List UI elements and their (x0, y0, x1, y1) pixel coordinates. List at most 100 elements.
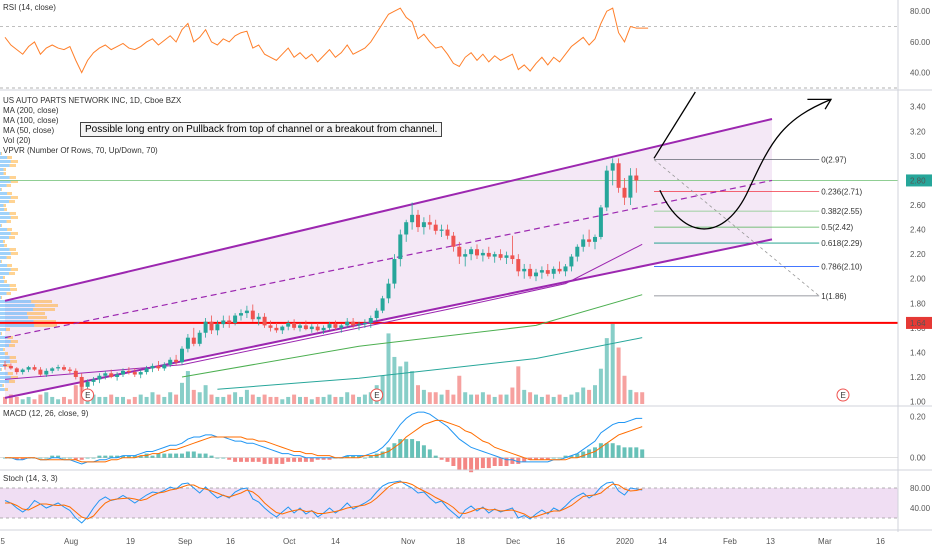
vpvr-bar-down (9, 236, 15, 239)
volume-bar (150, 392, 155, 404)
macd-histogram-bar (20, 457, 25, 460)
macd-histogram-bar (203, 453, 208, 458)
candle-body (298, 325, 302, 328)
volume-bar (20, 399, 25, 404)
vpvr-bar-up (0, 388, 5, 391)
vpvr-bar-up (0, 260, 2, 263)
vpvr-bar-up (0, 200, 9, 203)
volume-bar (333, 396, 338, 404)
volume-bar (404, 361, 409, 404)
vpvr-bar-up (0, 268, 11, 271)
candle-body (551, 268, 556, 274)
volume-bar (421, 389, 426, 404)
candle-body (557, 268, 562, 272)
vpvr-bar-down (4, 352, 8, 355)
x-tick-label: Nov (401, 537, 415, 546)
candle-body (610, 163, 615, 171)
vpvr-bar-up (0, 328, 6, 331)
volume-bar (593, 385, 597, 404)
macd-histogram-bar (486, 457, 491, 469)
candle-body (433, 224, 438, 231)
volume-bar (398, 366, 403, 404)
vpvr-bar-down (6, 292, 11, 295)
macd-histogram-bar (256, 457, 261, 462)
volume-bar (268, 396, 273, 404)
volume-bar (551, 396, 556, 404)
vpvr-bar-down (7, 264, 12, 267)
candle-body (26, 367, 31, 370)
vpvr-bar-up (0, 216, 11, 219)
volume-bar (380, 375, 385, 404)
vpvr-bar-down (9, 344, 15, 347)
candle-body (581, 239, 586, 247)
candle-body (398, 234, 403, 260)
annotation-note: Possible long entry on Pullback from top… (80, 122, 443, 137)
volume-bar (144, 396, 149, 404)
volume-bar (616, 347, 621, 404)
breakout-arrow (653, 91, 696, 159)
vpvr-bar-up (0, 212, 10, 215)
macd-histogram-bar (221, 457, 226, 459)
candle-body (498, 254, 503, 258)
vpvr-bar-down (9, 356, 16, 359)
vpvr-bar-up (0, 316, 29, 319)
volume-bar (262, 394, 267, 404)
vpvr-bar-up (0, 220, 7, 223)
x-tick-label: Feb (723, 537, 737, 546)
vpvr-bar-down (6, 256, 11, 259)
volume-bar (44, 392, 49, 404)
vpvr-bar-up (0, 292, 7, 295)
macd-histogram-bar (262, 457, 267, 464)
fib-level-label: 0.382(2.55) (821, 207, 862, 216)
volume-bar (427, 392, 432, 404)
vpvr-bar-up (0, 344, 9, 347)
volume-bar (215, 396, 220, 404)
volume-bar (115, 396, 120, 404)
macd-histogram-bar (598, 443, 603, 458)
candle-body (598, 207, 603, 237)
macd-histogram-bar (480, 457, 485, 469)
volume-bar (321, 396, 326, 404)
macd-histogram-bar (357, 455, 361, 458)
volume-bar (32, 399, 37, 404)
volume-bar (121, 396, 125, 404)
vpvr-bar-down (34, 304, 58, 307)
vpvr-bar-up (0, 280, 5, 283)
macd-histogram-bar (44, 457, 49, 459)
rsi-tick-label: 60.00 (910, 38, 931, 47)
vpvr-bar-up (0, 284, 10, 287)
candle-body (150, 365, 155, 369)
vpvr-bar-up (0, 376, 11, 379)
volume-bar (445, 389, 450, 404)
fib-level-label: 0.618(2.29) (821, 239, 862, 248)
vpvr-bar-up (0, 320, 34, 323)
candle-body (73, 370, 78, 377)
macd-histogram-bar (404, 439, 409, 458)
legend-vol: Vol (20) (3, 136, 31, 145)
x-tick-label: 2020 (616, 537, 634, 546)
vpvr-bar-down (9, 380, 15, 383)
candle-body (445, 229, 450, 236)
macd-histogram-bar (97, 455, 102, 458)
candle-body (451, 235, 456, 247)
candle-body (126, 370, 131, 373)
vpvr-bar-up (0, 336, 8, 339)
price-tick-label: 1.00 (910, 398, 926, 407)
candle-body (486, 252, 491, 257)
vpvr-bar-down (9, 284, 16, 287)
macd-histogram-bar (191, 451, 196, 458)
volume-bar (622, 375, 627, 404)
vpvr-bar-down (7, 156, 12, 159)
macd-histogram-bar (150, 455, 155, 458)
volume-bar (410, 371, 415, 404)
candle-body (286, 322, 291, 327)
x-tick-label: 15 (0, 537, 5, 546)
macd-histogram-bar (604, 443, 609, 458)
candle-body (616, 163, 621, 188)
x-tick-label: 16 (226, 537, 235, 546)
macd-histogram-bar (14, 457, 19, 460)
vpvr-bar-up (0, 204, 4, 207)
price-tick-label: 3.40 (910, 103, 926, 112)
rsi-pane: 80.00 60.00 40.00 (0, 7, 931, 89)
